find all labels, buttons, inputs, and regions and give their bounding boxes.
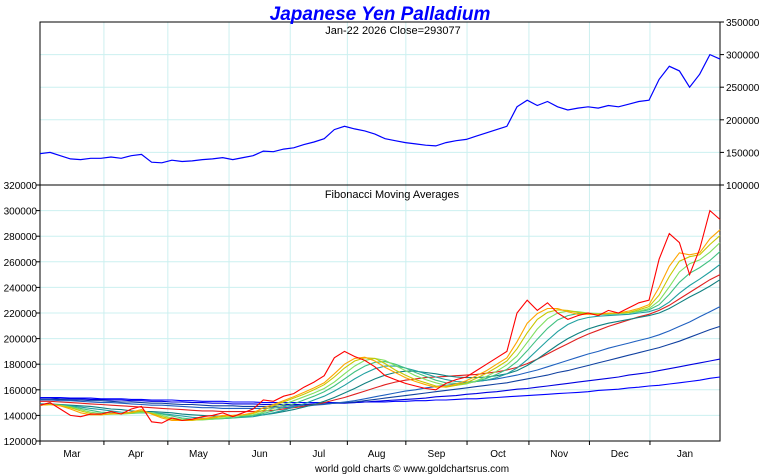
bottom-y-tick-label: 120000 bbox=[4, 437, 38, 448]
chart-subtitle: Jan-22 2026 Close=293077 bbox=[325, 25, 460, 37]
chart-title: Japanese Yen Palladium bbox=[270, 4, 491, 25]
bottom-y-tick-label: 260000 bbox=[4, 258, 38, 269]
fib-series-group bbox=[39, 209, 721, 424]
top-y-tick-label: 150000 bbox=[726, 148, 760, 159]
x-tick-label: Jul bbox=[312, 449, 325, 460]
fib-ma-line-0 bbox=[39, 209, 721, 424]
bottom-y-tick-label: 200000 bbox=[4, 335, 38, 346]
fib-ma-line-6 bbox=[40, 279, 721, 417]
bottom-y-tick-label: 300000 bbox=[4, 207, 38, 218]
top-y-ticks: 350000 300000 250000 200000 150000 100000 bbox=[720, 18, 760, 192]
bottom-y-tick-label: 240000 bbox=[4, 283, 38, 294]
top-y-tick-label: 300000 bbox=[726, 51, 760, 62]
top-y-tick-label: 350000 bbox=[726, 18, 760, 29]
fib-ma-line-7 bbox=[40, 274, 721, 413]
x-tick-label: Aug bbox=[368, 449, 386, 460]
bottom-y-tick-label: 180000 bbox=[4, 360, 38, 371]
x-tick-label: Mar bbox=[63, 449, 81, 460]
price-series bbox=[39, 53, 721, 164]
fib-ma-line-9 bbox=[40, 325, 721, 407]
bottom-y-tick-label: 160000 bbox=[4, 386, 38, 397]
bottom-y-tick-label: 320000 bbox=[4, 181, 38, 192]
top-y-tick-label: 100000 bbox=[726, 181, 760, 192]
top-plot-frame bbox=[39, 21, 721, 186]
x-tick-label: Sep bbox=[428, 449, 446, 460]
bottom-y-tick-label: 140000 bbox=[4, 411, 38, 422]
fib-ma-line-10 bbox=[40, 358, 721, 406]
fib-ma-line-3 bbox=[39, 242, 721, 421]
x-tick-label: Nov bbox=[550, 449, 568, 460]
top-grid bbox=[39, 21, 721, 186]
bottom-y-ticks: 320000 300000 280000 260000 240000 220000 2000… bbox=[4, 181, 40, 448]
source-credit: world gold charts © www.goldchartsrus.co… bbox=[314, 464, 509, 475]
fib-ma-line-8 bbox=[40, 306, 721, 409]
x-tick-label: Apr bbox=[128, 449, 144, 460]
fib-panel-title: Fibonacci Moving Averages bbox=[325, 189, 460, 201]
x-tick-label: Oct bbox=[490, 449, 506, 460]
bottom-y-tick-label: 220000 bbox=[4, 309, 38, 320]
x-tick-label: May bbox=[189, 449, 208, 460]
fib-ma-line-4 bbox=[39, 251, 721, 420]
x-tick-label: Dec bbox=[611, 449, 629, 460]
top-y-tick-label: 200000 bbox=[726, 116, 760, 127]
fib-ma-line-11 bbox=[40, 376, 721, 404]
fib-ma-line-2 bbox=[39, 235, 721, 422]
bottom-y-tick-label: 280000 bbox=[4, 232, 38, 243]
x-tick-label: Jun bbox=[252, 449, 268, 460]
fib-ma-line-1 bbox=[39, 229, 721, 422]
top-y-tick-label: 250000 bbox=[726, 83, 760, 94]
price-line bbox=[39, 53, 721, 164]
x-tick-label: Jan bbox=[677, 449, 693, 460]
x-axis-ticks: Mar Apr May Jun Jul Aug Sep Oct Nov Dec Jan bbox=[39, 441, 693, 460]
